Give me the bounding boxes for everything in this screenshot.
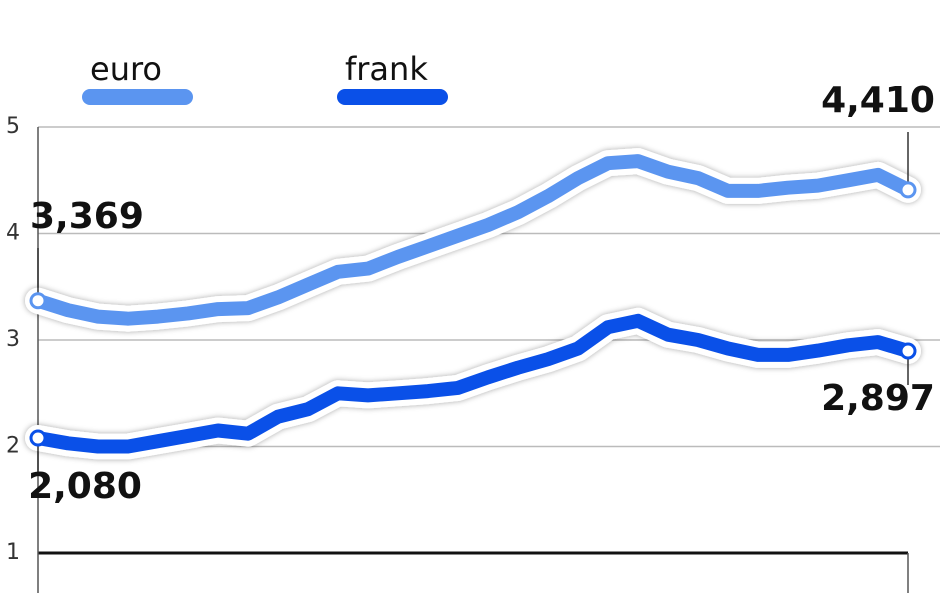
end-marker	[29, 292, 47, 310]
value-label: 4,410	[821, 80, 935, 121]
legend-label: euro	[90, 50, 162, 88]
y-tick-label: 2	[6, 434, 20, 459]
y-tick-label: 3	[6, 327, 20, 352]
value-label: 2,897	[821, 378, 935, 419]
line	[31, 313, 915, 454]
y-tick-label: 4	[6, 221, 20, 246]
value-label: 3,369	[30, 196, 144, 237]
end-marker	[29, 429, 47, 447]
y-tick-label: 1	[6, 540, 20, 565]
end-marker	[899, 342, 917, 360]
line	[31, 154, 915, 326]
legend-label: frank	[345, 50, 428, 88]
end-marker	[899, 181, 917, 199]
value-label: 2,080	[28, 466, 142, 507]
y-tick-label: 5	[6, 114, 20, 139]
